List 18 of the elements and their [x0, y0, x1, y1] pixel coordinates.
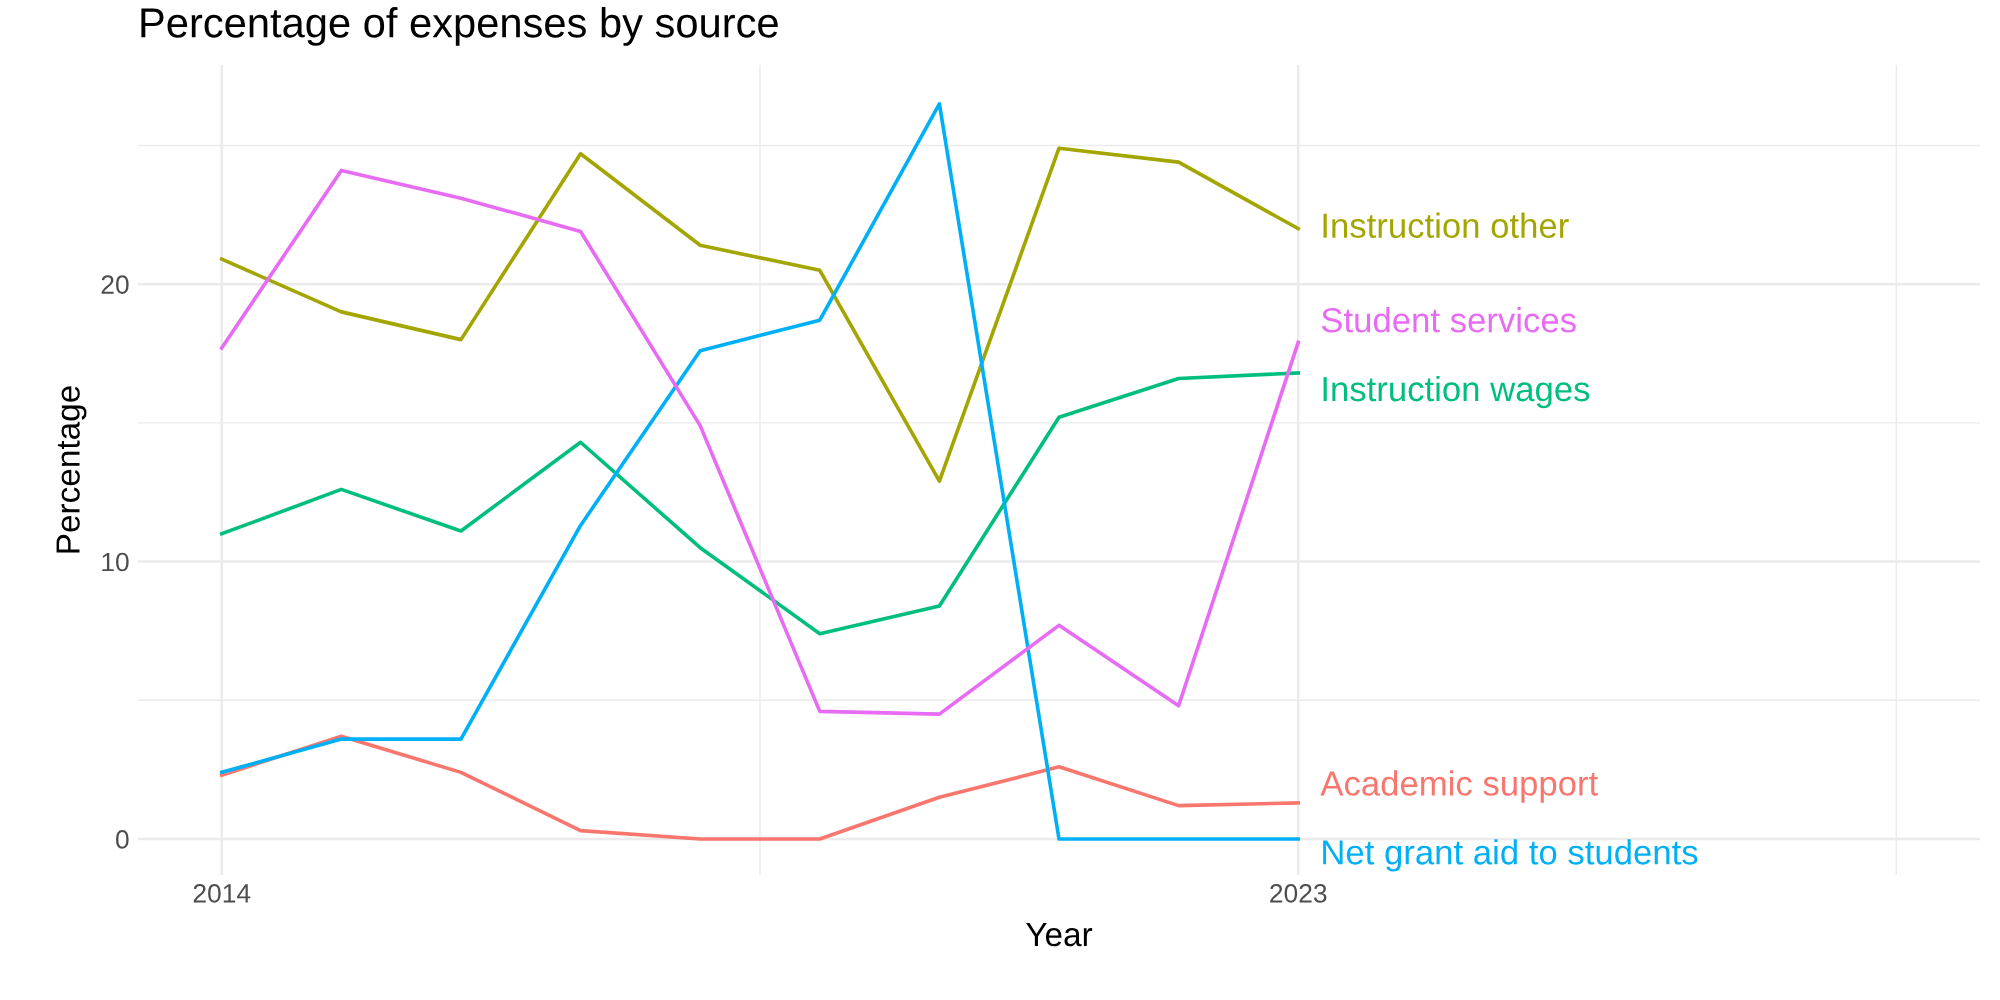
line-series [219, 146, 1301, 483]
series-label: Net grant aid to students [1323, 839, 1698, 872]
line-series [219, 168, 1301, 716]
y-tick-label: 0 [116, 830, 129, 849]
chart-title: Percentage of expenses by source [141, 7, 778, 46]
y-axis-title: Percentage [56, 386, 87, 553]
y-tick-label: 20 [101, 275, 129, 294]
series-label: Student services [1321, 307, 1576, 333]
line-series [219, 734, 1301, 841]
series-label: Academic support [1320, 770, 1598, 803]
y-tick-label: 10 [102, 552, 129, 572]
x-tick-label: 2023 [1270, 884, 1327, 903]
line-series [219, 102, 1301, 841]
x-axis-title: Year [1026, 923, 1093, 947]
series-label: Instruction wages [1323, 375, 1590, 409]
line-series [219, 371, 1301, 636]
x-tick-label: 2014 [193, 884, 251, 903]
series-label: Instruction other [1323, 212, 1569, 238]
